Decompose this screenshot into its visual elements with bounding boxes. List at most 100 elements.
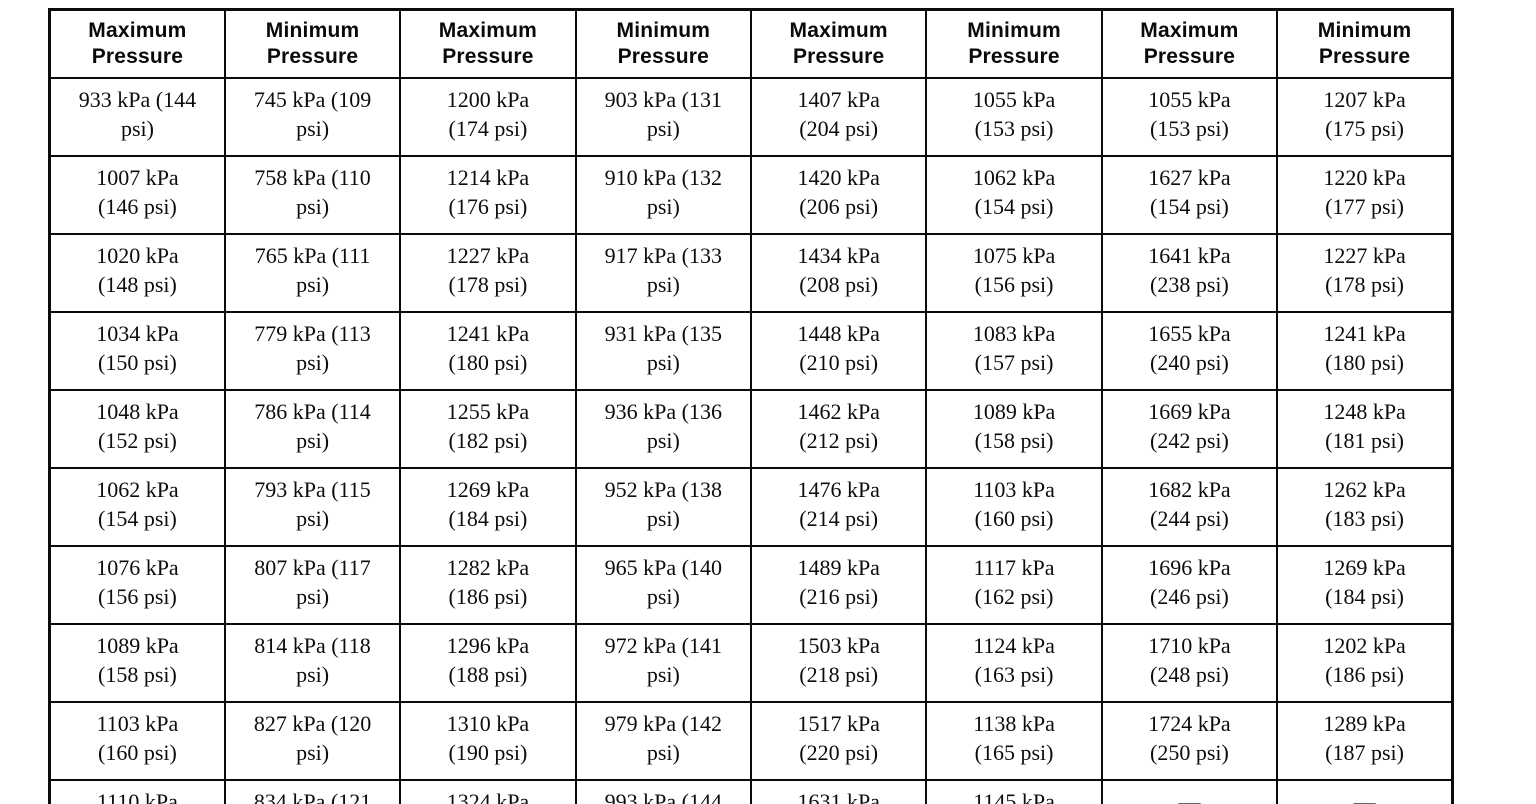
- table-cell: 1214 kPa (176 psi): [399, 155, 577, 235]
- table-cell: 903 kPa (131 psi): [574, 77, 753, 157]
- table-row: 1076 kPa (156 psi) 807 kPa (117 psi) 1282 …: [48, 545, 1454, 625]
- table-cell: 1503 kPa (218 psi): [749, 623, 928, 703]
- table-cell: 979 kPa (142 psi): [574, 701, 753, 781]
- table-cell: 1103 kPa (160 psi): [925, 467, 1103, 547]
- table-cell: 1062 kPa (154 psi): [48, 467, 226, 547]
- table-row: 1034 kPa (150 psi) 779 kPa (113 psi) 1241 …: [48, 311, 1454, 391]
- table-cell: 1262 kPa (183 psi): [1276, 467, 1454, 547]
- table-cell: 917 kPa (133 psi): [574, 233, 753, 313]
- table-cell: 1145 kPa (166 psi): [925, 779, 1103, 804]
- table-row: 1089 kPa (158 psi) 814 kPa (118 psi) 1296 …: [48, 623, 1454, 703]
- table-cell: 765 kPa (111 psi): [223, 233, 402, 313]
- table-cell: 814 kPa (118 psi): [223, 623, 402, 703]
- table-cell: 1083 kPa (157 psi): [925, 311, 1103, 391]
- table-cell: 1241 kPa (180 psi): [399, 311, 577, 391]
- pressure-table-header: Maximum Pressure Minimum Pressure Maximum …: [48, 8, 1454, 79]
- table-cell: 807 kPa (117 psi): [223, 545, 402, 625]
- table-row: 933 kPa (144 psi) 745 kPa (109 psi) 1200 k…: [48, 77, 1454, 157]
- table-cell: 952 kPa (138 psi): [574, 467, 753, 547]
- table-cell: 936 kPa (136 psi): [574, 389, 753, 469]
- table-cell: 786 kPa (114 psi): [223, 389, 402, 469]
- table-row: 1020 kPa (148 psi) 765 kPa (111 psi) 1227 …: [48, 233, 1454, 313]
- table-cell: 1207 kPa (175 psi): [1276, 77, 1454, 157]
- table-cell: 827 kPa (120 psi): [223, 701, 402, 781]
- table-cell: 834 kPa (121 psi): [223, 779, 402, 804]
- table-cell: 1289 kPa (187 psi): [1276, 701, 1454, 781]
- table-row: 1110 kPa (161 psi)834 kPa (121 psi)1324 …: [48, 779, 1454, 804]
- table-cell: 1124 kPa (163 psi): [925, 623, 1103, 703]
- table-cell: 1462 kPa (212 psi): [749, 389, 928, 469]
- table-cell: 1696 kPa (246 psi): [1100, 545, 1279, 625]
- table-cell: 1517 kPa (220 psi): [749, 701, 928, 781]
- table-cell: 931 kPa (135 psi): [574, 311, 753, 391]
- table-cell: 1055 kPa (153 psi): [925, 77, 1103, 157]
- table-cell: 1089 kPa (158 psi): [925, 389, 1103, 469]
- table-cell: 1282 kPa (186 psi): [399, 545, 577, 625]
- table-cell: 965 kPa (140 psi): [574, 545, 753, 625]
- column-header-1: Maximum Pressure: [48, 8, 226, 79]
- column-header-8: Minimum Pressure: [1276, 8, 1454, 79]
- column-header-3: Maximum Pressure: [399, 8, 577, 79]
- column-header-4: Minimum Pressure: [574, 8, 753, 79]
- table-cell: 1220 kPa (177 psi): [1276, 155, 1454, 235]
- table-cell: 1489 kPa (216 psi): [749, 545, 928, 625]
- table-cell: 993 kPa (144 psi): [574, 779, 753, 804]
- table-cell: 1248 kPa (181 psi): [1276, 389, 1454, 469]
- table-cell: 1062 kPa (154 psi): [925, 155, 1103, 235]
- table-cell: 1075 kPa (156 psi): [925, 233, 1103, 313]
- table-cell: 1103 kPa (160 psi): [48, 701, 226, 781]
- table-cell: 745 kPa (109 psi): [223, 77, 402, 157]
- pressure-table-body: 933 kPa (144 psi) 745 kPa (109 psi) 1200 k…: [48, 77, 1454, 804]
- table-cell: 1655 kPa (240 psi): [1100, 311, 1279, 391]
- table-cell: —: [1276, 779, 1454, 804]
- table-cell: 758 kPa (110 psi): [223, 155, 402, 235]
- table-cell: 1076 kPa (156 psi): [48, 545, 226, 625]
- table-cell: 910 kPa (132 psi): [574, 155, 753, 235]
- table-cell: 1202 kPa (186 psi): [1276, 623, 1454, 703]
- table-row: 1103 kPa (160 psi) 827 kPa (120 psi) 1310 …: [48, 701, 1454, 781]
- table-cell: 1310 kPa (190 psi): [399, 701, 577, 781]
- table-cell: 1269 kPa (184 psi): [1276, 545, 1454, 625]
- table-cell: 1724 kPa (250 psi): [1100, 701, 1279, 781]
- table-cell: 1117 kPa (162 psi): [925, 545, 1103, 625]
- column-header-7: Maximum Pressure: [1100, 8, 1279, 79]
- table-cell: 1407 kPa (204 psi): [749, 77, 928, 157]
- pressure-table: Maximum Pressure Minimum Pressure Maximum …: [48, 8, 1454, 804]
- column-header-6: Minimum Pressure: [925, 8, 1103, 79]
- table-row: 1048 kPa (152 psi) 786 kPa (114 psi) 1255 …: [48, 389, 1454, 469]
- table-cell: 1448 kPa (210 psi): [749, 311, 928, 391]
- table-cell: —: [1100, 779, 1279, 804]
- table-cell: 1476 kPa (214 psi): [749, 467, 928, 547]
- table-cell: 1269 kPa (184 psi): [399, 467, 577, 547]
- table-row: 1007 kPa (146 psi) 758 kPa (110 psi) 1214 …: [48, 155, 1454, 235]
- table-cell: 1669 kPa (242 psi): [1100, 389, 1279, 469]
- header-row: Maximum Pressure Minimum Pressure Maximum …: [48, 8, 1454, 79]
- table-cell: 1296 kPa (188 psi): [399, 623, 577, 703]
- table-cell: 1227 kPa (178 psi): [1276, 233, 1454, 313]
- table-cell: 1255 kPa (182 psi): [399, 389, 577, 469]
- table-cell: 1434 kPa (208 psi): [749, 233, 928, 313]
- table-cell: 1007 kPa (146 psi): [48, 155, 226, 235]
- column-header-2: Minimum Pressure: [223, 8, 402, 79]
- table-cell: 1138 kPa (165 psi): [925, 701, 1103, 781]
- table-cell: 1241 kPa (180 psi): [1276, 311, 1454, 391]
- table-cell: 1227 kPa (178 psi): [399, 233, 577, 313]
- table-cell: 1682 kPa (244 psi): [1100, 467, 1279, 547]
- table-cell: 1110 kPa (161 psi): [48, 779, 226, 804]
- table-cell: 972 kPa (141 psi): [574, 623, 753, 703]
- table-row: 1062 kPa (154 psi) 793 kPa (115 psi) 1269 …: [48, 467, 1454, 547]
- table-cell: 1631 kPa (222 psi): [749, 779, 928, 804]
- column-header-5: Maximum Pressure: [749, 8, 928, 79]
- table-cell: 1641 kPa (238 psi): [1100, 233, 1279, 313]
- table-cell: 1055 kPa (153 psi): [1100, 77, 1279, 157]
- table-cell: 1627 kPa (154 psi): [1100, 155, 1279, 235]
- table-cell: 1048 kPa (152 psi): [48, 389, 226, 469]
- table-cell: 1200 kPa (174 psi): [399, 77, 577, 157]
- table-cell: 793 kPa (115 psi): [223, 467, 402, 547]
- table-cell: 1034 kPa (150 psi): [48, 311, 226, 391]
- table-cell: 779 kPa (113 psi): [223, 311, 402, 391]
- table-cell: 933 kPa (144 psi): [48, 77, 226, 157]
- table-cell: 1324 kPa (192 psi): [399, 779, 577, 804]
- table-cell: 1710 kPa (248 psi): [1100, 623, 1279, 703]
